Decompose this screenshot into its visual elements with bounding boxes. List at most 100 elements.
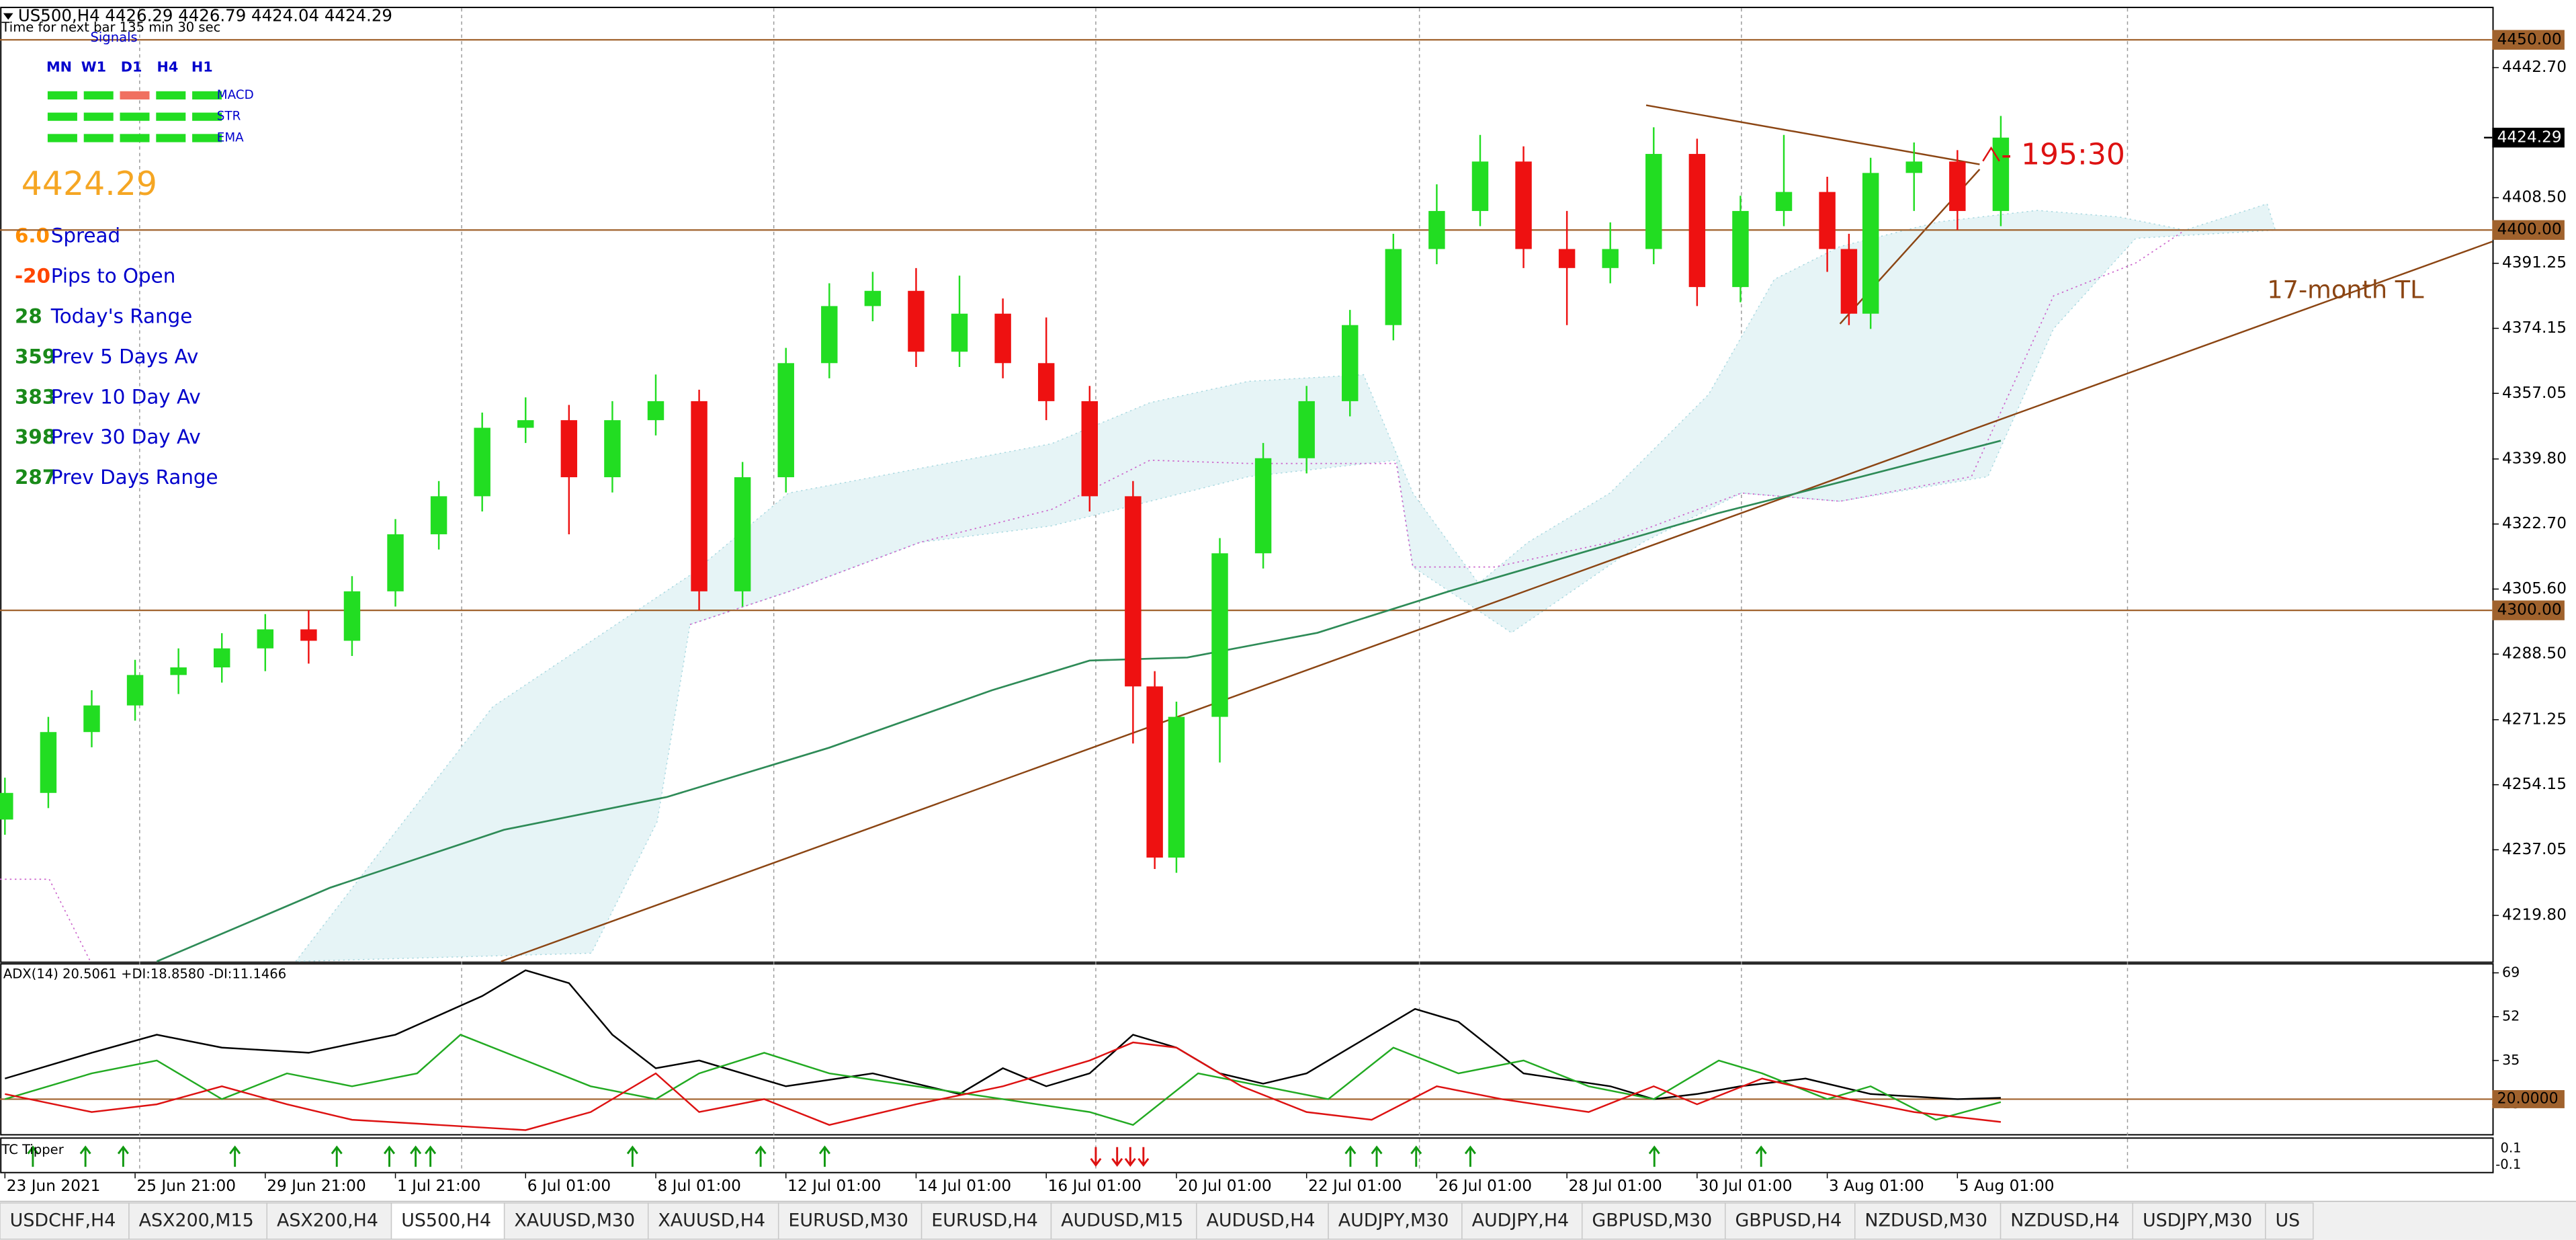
candle-body — [560, 420, 578, 478]
signal-column: W1 — [81, 58, 106, 75]
tab-label[interactable]: US500,H4 — [401, 1210, 491, 1231]
y-tick-label: 4288.50 — [2502, 645, 2567, 663]
tab[interactable] — [1196, 1202, 1329, 1240]
y-tick-label: 4254.15 — [2502, 775, 2567, 793]
info-label: Spread — [51, 224, 120, 247]
info-value: 287 — [15, 466, 56, 489]
x-tick-label: 20 Jul 01:00 — [1178, 1177, 1271, 1195]
level-tag — [2492, 600, 2565, 620]
indicator-line — [4, 1034, 2002, 1126]
arrow-icon — [1982, 146, 2000, 162]
candle-body — [430, 496, 447, 534]
tab[interactable] — [1050, 1202, 1197, 1240]
signal-column: H1 — [191, 58, 213, 75]
x-tick-label: 16 Jul 01:00 — [1048, 1177, 1142, 1195]
tab-label[interactable]: ASX200,H4 — [277, 1210, 378, 1231]
tab[interactable] — [0, 1202, 130, 1240]
signal-cell — [47, 134, 77, 142]
tipper-arrow — [755, 1145, 767, 1167]
last-price-label: 4424.29 — [2497, 128, 2562, 146]
candle-body — [1992, 137, 2010, 211]
tab-label[interactable]: NZDUSD,M30 — [1864, 1210, 1987, 1231]
tab[interactable] — [2132, 1202, 2266, 1240]
candle-body — [864, 290, 882, 306]
candle-body — [1862, 173, 1879, 314]
tab-label[interactable]: US — [2275, 1210, 2300, 1231]
level-tag — [2492, 1089, 2565, 1108]
candle-body — [1819, 192, 1836, 249]
y-tick-label: 4442.70 — [2502, 58, 2567, 76]
tab[interactable] — [1854, 1202, 2002, 1240]
tab[interactable] — [266, 1202, 392, 1240]
tab-label[interactable]: EURUSD,H4 — [931, 1210, 1038, 1231]
tab[interactable] — [1461, 1202, 1583, 1240]
tab[interactable] — [1581, 1202, 1726, 1240]
tab-label[interactable]: GBPUSD,M30 — [1592, 1210, 1712, 1231]
tab[interactable] — [1328, 1202, 1463, 1240]
y-tick-label: 4237.05 — [2502, 840, 2567, 858]
collapse-icon — [3, 13, 13, 20]
tab[interactable] — [1725, 1202, 1856, 1240]
info-value: 383 — [15, 385, 56, 408]
info-label: Prev 30 Day Av — [51, 425, 201, 448]
tab-label[interactable]: ASX200,M15 — [139, 1210, 254, 1231]
tab-label[interactable]: AUDJPY,H4 — [1472, 1210, 1570, 1231]
tab[interactable] — [647, 1202, 779, 1240]
signal-row-label: EMA — [217, 130, 244, 144]
tab-label[interactable]: XAUUSD,M30 — [514, 1210, 635, 1231]
candle-body — [604, 420, 621, 478]
candle-body — [1471, 161, 1489, 211]
x-tick-label: 3 Aug 01:00 — [1829, 1177, 1924, 1195]
candle-body — [734, 477, 751, 591]
tab[interactable] — [2000, 1202, 2134, 1240]
level-label: 4400.00 — [2497, 220, 2562, 239]
tipper-arrow — [1111, 1147, 1123, 1167]
candle-body — [1515, 161, 1532, 249]
x-tick-label: 8 Jul 01:00 — [657, 1177, 740, 1195]
signal-row-label: MACD — [217, 88, 254, 102]
tab-label[interactable]: USDCHF,H4 — [10, 1210, 116, 1231]
tab-label[interactable]: XAUUSD,H4 — [658, 1210, 765, 1231]
signal-cell — [47, 112, 77, 121]
tipper-arrow — [117, 1145, 129, 1167]
tab-label[interactable]: AUDUSD,M15 — [1061, 1210, 1183, 1231]
y-tick-label: 4271.25 — [2502, 710, 2567, 728]
tab-label[interactable]: AUDJPY,M30 — [1338, 1210, 1449, 1231]
signal-column: H4 — [157, 58, 178, 75]
signal-cell — [120, 134, 150, 142]
tipper-arrow — [229, 1145, 241, 1167]
tab-label[interactable]: USDJPY,M30 — [2143, 1210, 2252, 1231]
signal-cell — [83, 112, 114, 121]
candle-body — [1905, 161, 1922, 173]
tab[interactable] — [503, 1202, 649, 1240]
candle-body — [1342, 325, 1359, 401]
tipper-arrow — [626, 1145, 638, 1167]
candle-body — [300, 629, 317, 641]
y-tick-label: 4322.70 — [2502, 514, 2567, 532]
tab[interactable] — [2265, 1202, 2314, 1240]
signal-cell — [192, 91, 222, 99]
y-tick-label: 69 — [2502, 964, 2520, 981]
cloud — [294, 203, 2276, 962]
tab[interactable] — [777, 1202, 922, 1240]
adx-title: ADX(14) 20.5061 +DI:18.8580 -DI:11.1466 — [3, 966, 286, 982]
candle-body — [821, 306, 838, 364]
candle-body — [213, 648, 230, 668]
tipper-arrow — [1124, 1147, 1136, 1167]
x-tick-label: 1 Jul 21:00 — [397, 1177, 480, 1195]
y-tick-label: 35 — [2502, 1052, 2520, 1068]
tab-label[interactable]: EURUSD,M30 — [788, 1210, 908, 1231]
level-label: 4300.00 — [2497, 601, 2562, 619]
y-tick-label: 4391.25 — [2502, 253, 2567, 272]
tab-label[interactable]: NZDUSD,H4 — [2010, 1210, 2119, 1231]
candle-body — [1125, 496, 1142, 687]
y-tick-label: 4339.80 — [2502, 449, 2567, 467]
tab[interactable] — [920, 1202, 1052, 1240]
tab[interactable] — [128, 1202, 268, 1240]
signal-cell — [192, 112, 222, 121]
signal-cell — [83, 134, 114, 142]
indicator-line — [4, 969, 2001, 1100]
price-display: 4424.29 — [22, 165, 157, 203]
tab-label[interactable]: GBPUSD,H4 — [1735, 1210, 1842, 1231]
tab-label[interactable]: AUDUSD,H4 — [1206, 1210, 1315, 1231]
